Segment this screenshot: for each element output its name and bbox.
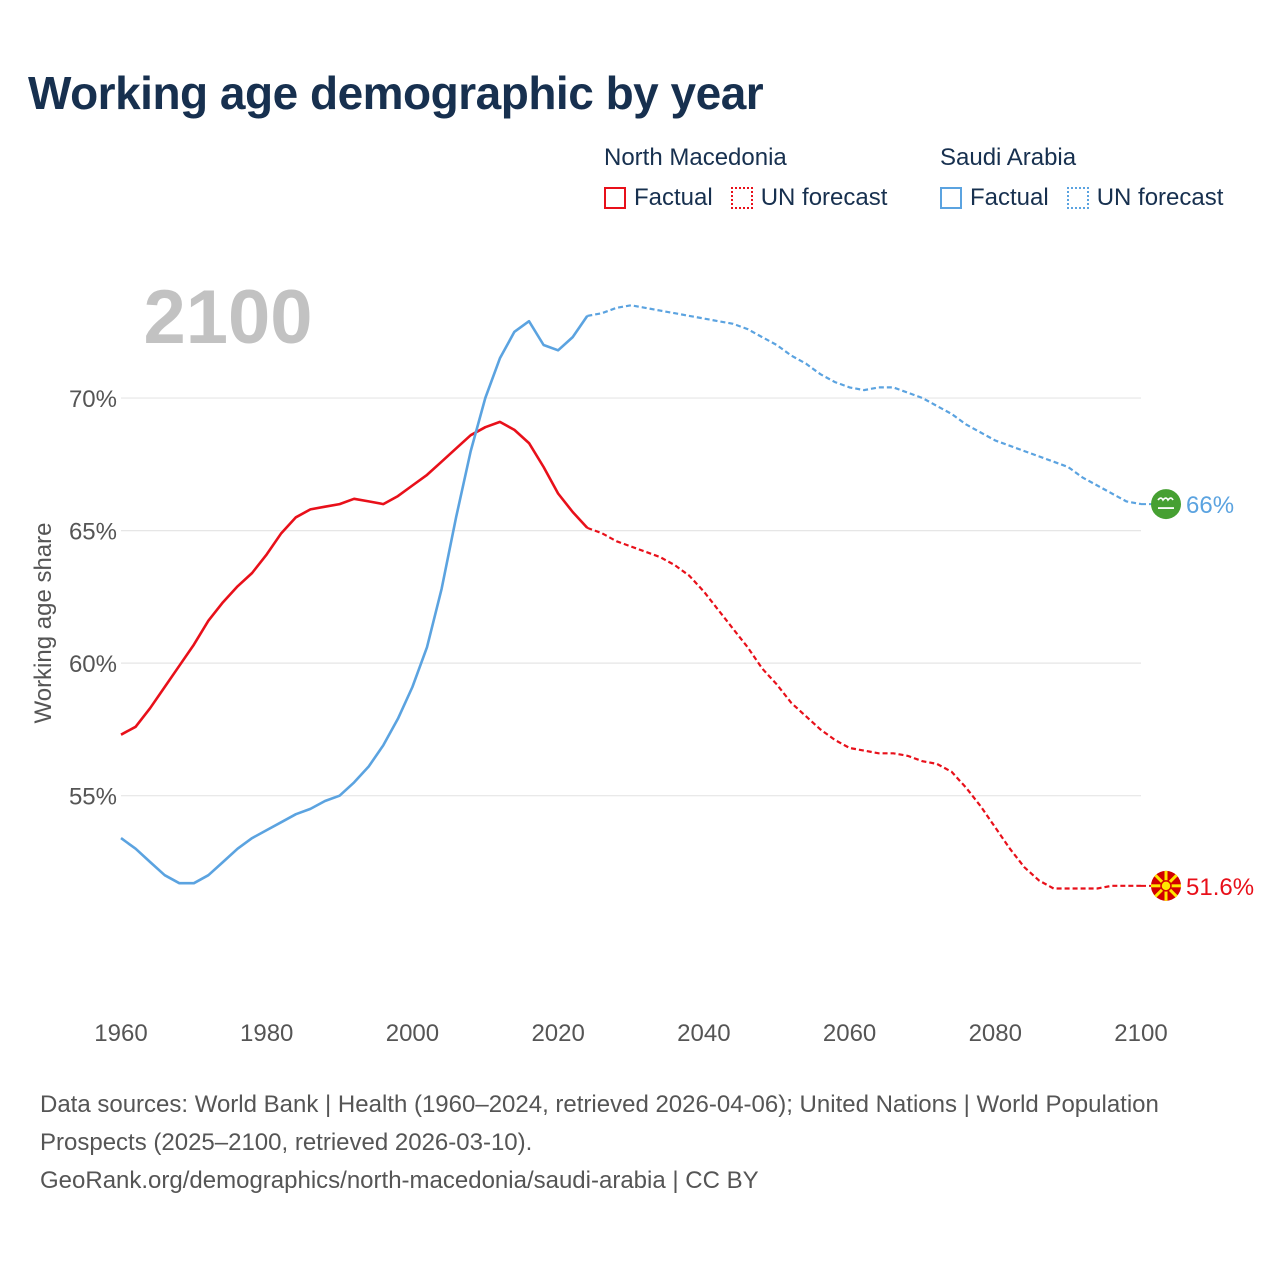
x-tick-label: 2040 [677, 1020, 730, 1047]
x-tick-label: 2020 [531, 1020, 584, 1047]
legend-item-factual[interactable]: Factual [604, 184, 713, 212]
x-tick-label: 2060 [823, 1020, 876, 1047]
legend-item-forecast[interactable]: UN forecast [730, 184, 888, 212]
year-watermark: 2100 [143, 275, 312, 360]
y-axis-label: Working age share [30, 523, 57, 724]
footer: Data sources: World Bank | Health (1960–… [40, 1086, 1240, 1200]
x-tick-label: 1980 [240, 1020, 293, 1047]
y-tick-label: 65% [69, 519, 117, 546]
y-tick-label: 70% [69, 386, 117, 413]
x-tick-label: 2080 [969, 1020, 1022, 1047]
north-macedonia-flag-icon [1151, 870, 1181, 901]
x-tick-label: 2100 [1114, 1020, 1167, 1047]
legend-country-label: Saudi Arabia [940, 144, 1077, 171]
x-tick-label: 1960 [94, 1020, 147, 1047]
end-value-label: 66% [1186, 492, 1234, 519]
y-tick-label: 55% [69, 784, 117, 811]
legend-item-forecast[interactable]: UN forecast [1066, 184, 1224, 212]
legend-label-factual: Factual [634, 184, 713, 211]
legend-swatch-forecast [1066, 187, 1089, 209]
legend-item-factual[interactable]: Factual [940, 184, 1049, 212]
chart-title: Working age demographic by year [28, 67, 764, 119]
legend-swatch-factual [940, 187, 962, 209]
y-tick-label: 60% [69, 651, 117, 678]
credit-link[interactable]: GeoRank.org/demographics/north-macedonia… [40, 1167, 759, 1194]
x-tick-label: 2000 [386, 1020, 439, 1047]
legend-group-saudi-arabia: Saudi Arabia Factual UN forecast [940, 144, 1241, 212]
data-sources-note: Data sources: World Bank | Health (1960–… [40, 1091, 1159, 1156]
legend-label-factual: Factual [970, 184, 1049, 211]
legend-group-north-macedonia: North Macedonia Factual UN forecast [604, 144, 905, 212]
legend-swatch-factual [604, 187, 626, 209]
line-chart: 2100 55% 60% 65% 70% 1960 1980 2000 2020 2040 20… [30, 275, 1254, 1047]
saudi-arabia-flag-icon [1151, 489, 1181, 520]
series-line-forecast-0[interactable] [586, 526, 1141, 890]
legend-swatch-forecast [730, 187, 753, 209]
legend-label-forecast: UN forecast [1096, 184, 1224, 211]
series-line-factual-1[interactable] [120, 315, 589, 885]
end-value-label: 51.6% [1186, 874, 1254, 901]
legend-label-forecast: UN forecast [760, 184, 888, 211]
series-line-forecast-1[interactable] [587, 304, 1142, 506]
legend-country-label: North Macedonia [604, 144, 787, 171]
series-line-factual-0[interactable] [120, 420, 589, 736]
